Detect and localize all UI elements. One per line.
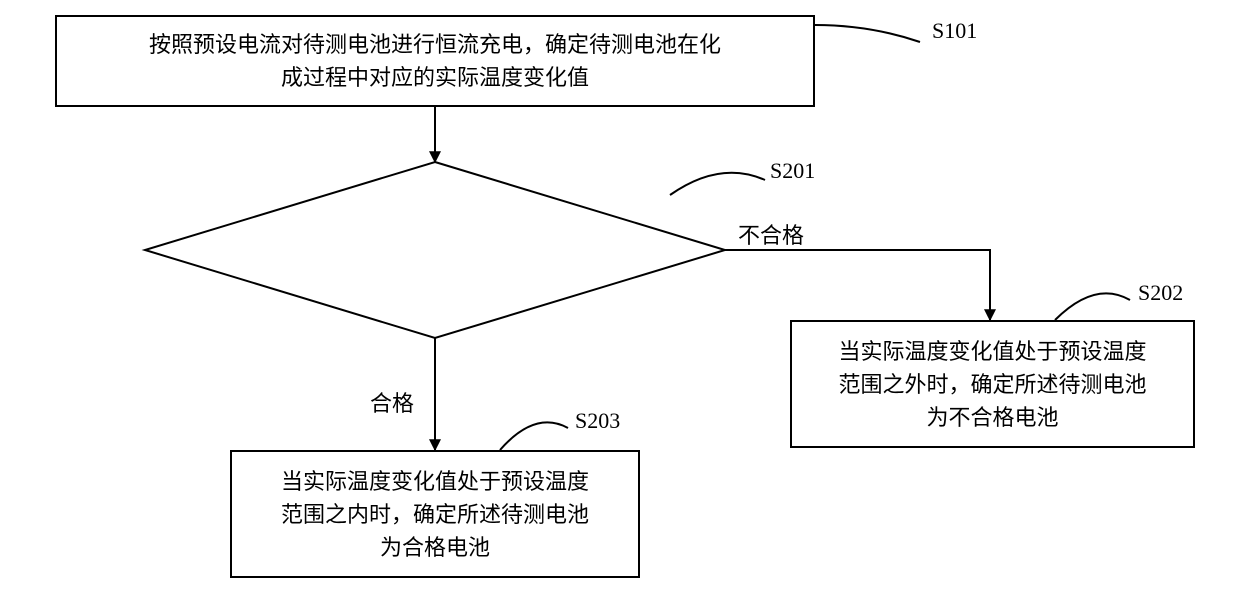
- node-s101: 按照预设电流对待测电池进行恒流充电，确定待测电池在化 成过程中对应的实际温度变化…: [55, 15, 815, 107]
- node-s203: 当实际温度变化值处于预设温度 范围之内时，确定所述待测电池 为合格电池: [230, 450, 640, 578]
- edge-label-pass: 合格: [370, 386, 414, 418]
- step-label-s101: S101: [932, 18, 977, 44]
- step-label-s202: S202: [1138, 280, 1183, 306]
- node-s203-text: 当实际温度变化值处于预设温度 范围之内时，确定所述待测电池 为合格电池: [281, 465, 589, 564]
- node-s201-text-container: 将实际温度变化值与预设温度范围进 行比较: [239, 193, 631, 307]
- node-s201-text: 将实际温度变化值与预设温度范围进 行比较: [259, 217, 611, 283]
- step-label-s203: S203: [575, 408, 620, 434]
- node-s202-text: 当实际温度变化值处于预设温度 范围之外时，确定所述待测电池 为不合格电池: [838, 335, 1146, 434]
- edge-label-fail: 不合格: [738, 218, 804, 250]
- step-label-s201: S201: [770, 158, 815, 184]
- node-s101-text: 按照预设电流对待测电池进行恒流充电，确定待测电池在化 成过程中对应的实际温度变化…: [149, 28, 721, 94]
- node-s202: 当实际温度变化值处于预设温度 范围之外时，确定所述待测电池 为不合格电池: [790, 320, 1195, 448]
